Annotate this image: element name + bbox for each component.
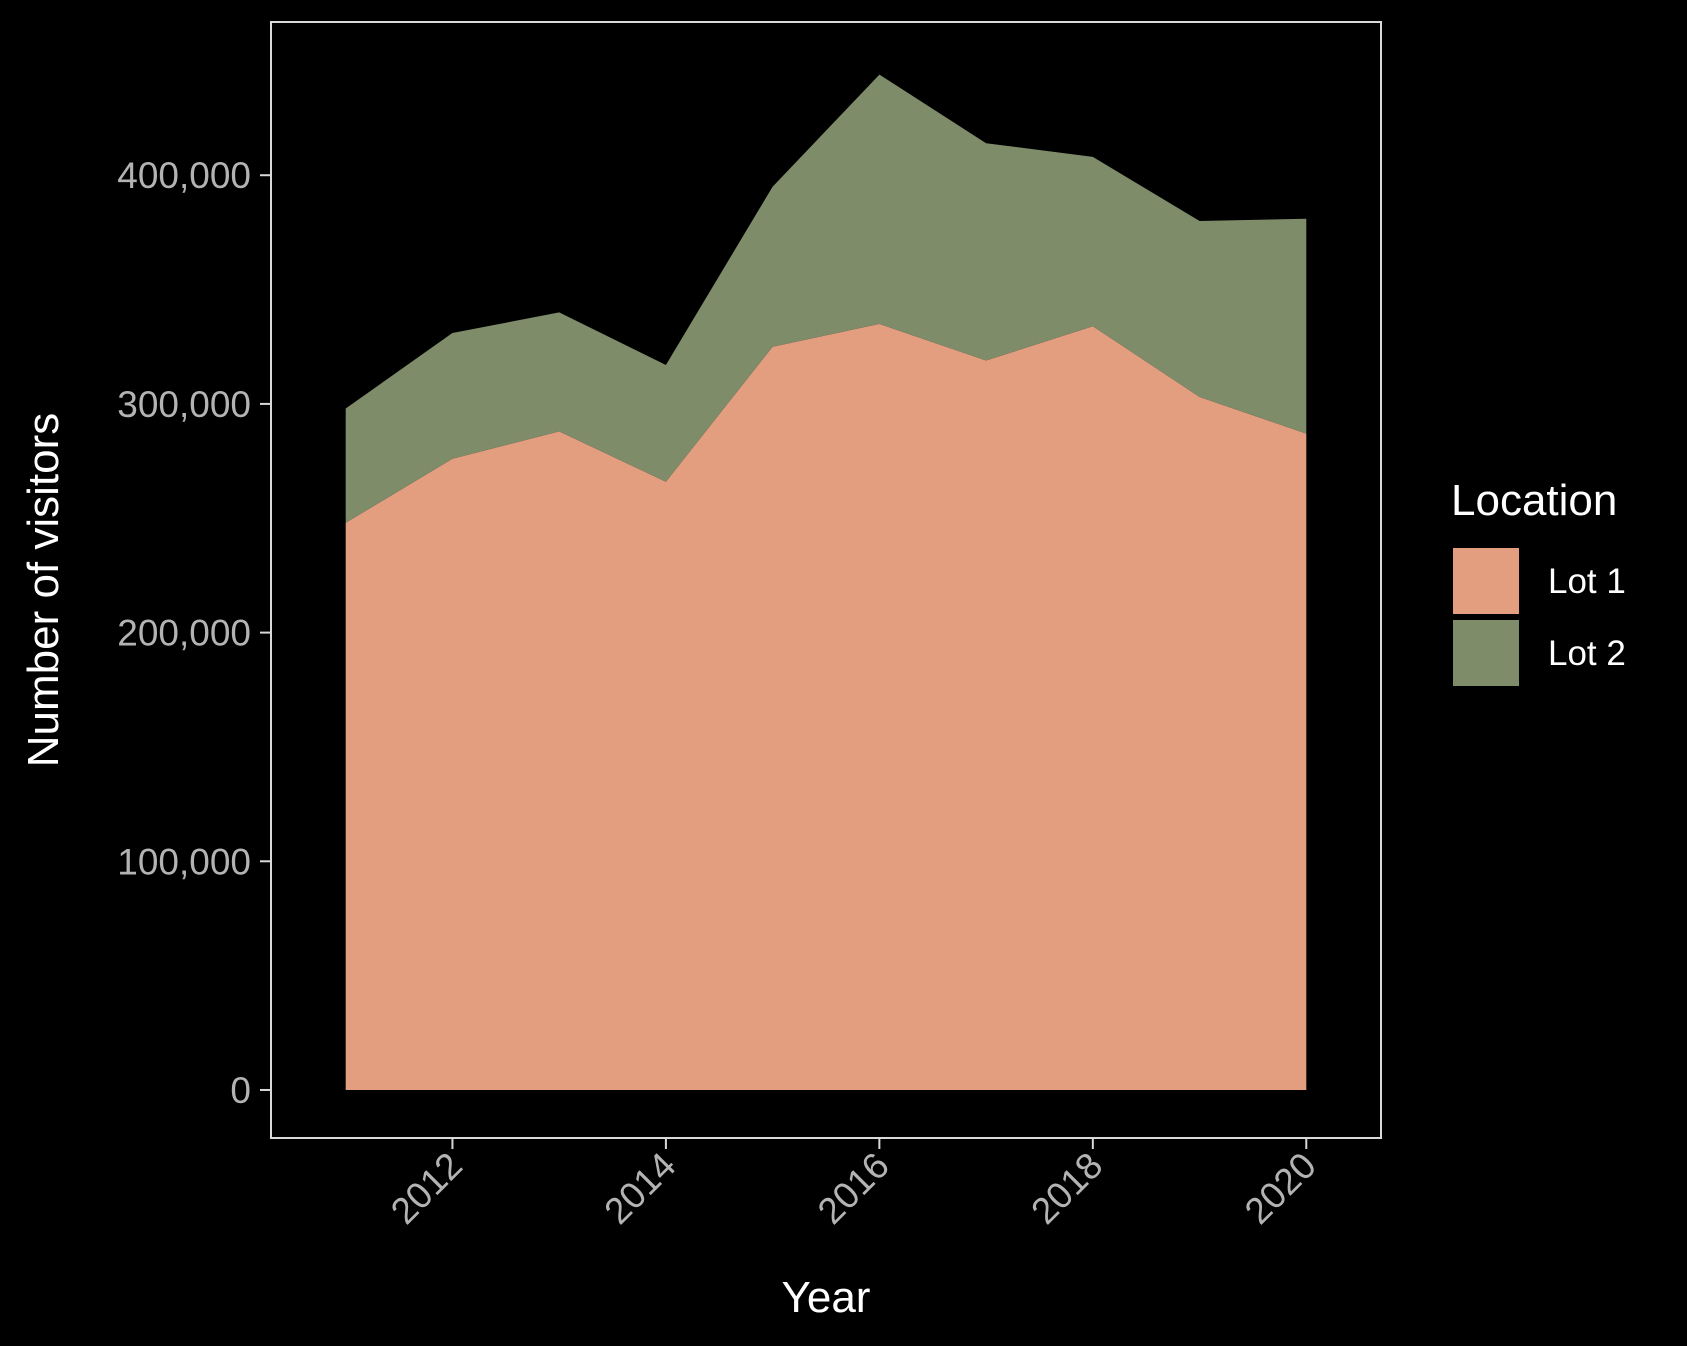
panel-border bbox=[270, 21, 1382, 1139]
legend-title: Location bbox=[1451, 476, 1617, 525]
y-tick-label: 100,000 bbox=[117, 841, 251, 882]
area-series-lot-1 bbox=[345, 323, 1307, 1090]
area-series-lot-2 bbox=[345, 74, 1307, 523]
legend: Location Lot 1 Lot 2 bbox=[1451, 476, 1626, 686]
y-axis-title: Number of visitors bbox=[19, 413, 68, 768]
legend-key-lot-2 bbox=[1453, 620, 1519, 686]
legend-key-lot-1 bbox=[1453, 548, 1519, 614]
legend-label: Lot 1 bbox=[1548, 562, 1626, 601]
y-axis: 0 100,000 200,000 300,000 400,000 bbox=[117, 155, 271, 1111]
y-tick-label: 200,000 bbox=[117, 613, 251, 654]
y-tick-label: 0 bbox=[230, 1070, 251, 1111]
x-axis-title: Year bbox=[782, 1273, 871, 1322]
area-layers bbox=[345, 74, 1307, 1090]
y-tick-label: 400,000 bbox=[117, 155, 251, 196]
legend-label: Lot 2 bbox=[1548, 634, 1626, 673]
y-tick-label: 300,000 bbox=[117, 384, 251, 425]
